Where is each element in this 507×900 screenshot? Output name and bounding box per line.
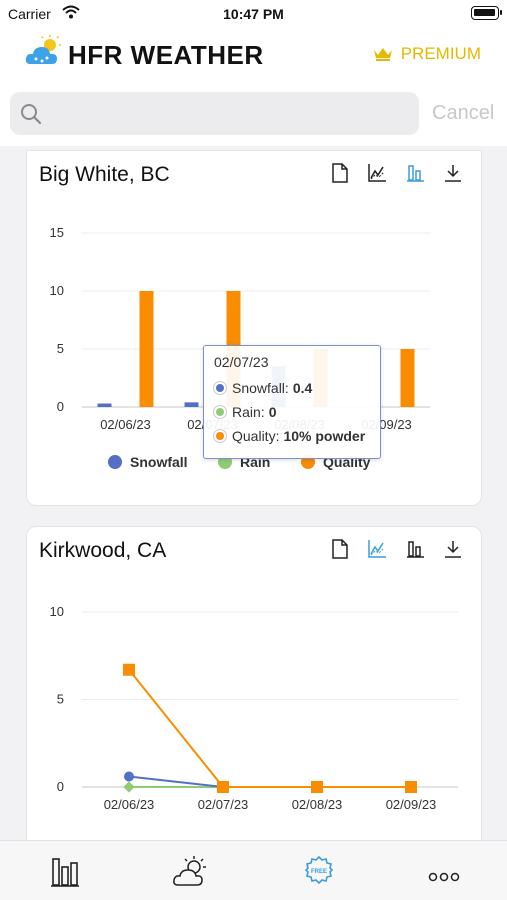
x-tick-label: 02/09/23 [386, 797, 437, 812]
line-chart-icon[interactable] [367, 163, 387, 183]
point-quality [123, 663, 135, 676]
tab-free[interactable]: FREE [304, 855, 334, 890]
x-tick-label: 02/06/23 [104, 797, 155, 812]
legend-marker-snowfall [108, 455, 122, 469]
tooltip-row-rain: Rain: 0 [214, 404, 370, 420]
svg-text:FREE: FREE [311, 869, 327, 875]
tab-weather[interactable] [172, 855, 210, 894]
y-tick-label: 15 [50, 225, 64, 240]
app-title: HFR WEATHER [68, 40, 264, 70]
y-tick-label: 5 [57, 341, 64, 356]
search-icon [21, 104, 42, 125]
tab-bar: FREE [0, 840, 507, 900]
tooltip-value: 10% powder [283, 428, 366, 444]
y-tick-label: 0 [57, 399, 64, 414]
line-chart-icon[interactable] [367, 539, 387, 559]
bar-chart-icon[interactable] [405, 539, 425, 559]
x-tick-label: 02/06/23 [100, 417, 151, 432]
document-icon[interactable] [331, 163, 349, 183]
bar-quality [139, 291, 154, 407]
x-tick-label: 02/07/23 [198, 797, 249, 812]
y-tick-label: 5 [57, 692, 64, 707]
quality-dot-icon [214, 430, 226, 442]
y-tick-label: 10 [50, 604, 64, 619]
chart-tooltip: 02/07/23 Snowfall: 0.4 Rain: 0 Quality: … [203, 345, 381, 459]
wifi-icon [62, 5, 80, 19]
status-time: 10:47 PM [223, 6, 284, 22]
legend-label: Snowfall [130, 454, 188, 470]
resort-title: Big White, BC [39, 163, 170, 186]
search-row: Cancel [0, 80, 507, 146]
tab-more[interactable] [428, 869, 460, 887]
bar-chart-icon[interactable] [405, 163, 425, 183]
chart-toolbar [331, 163, 463, 183]
status-bar: Carrier 10:47 PM [0, 0, 507, 30]
more-icon [428, 872, 460, 882]
bar-snowfall [184, 402, 199, 407]
search-box[interactable] [10, 92, 419, 135]
point-snowfall [124, 771, 134, 782]
y-tick-label: 10 [50, 283, 64, 298]
battery-icon [471, 6, 502, 20]
tab-charts[interactable] [50, 855, 80, 892]
tooltip-label: Snowfall: [232, 380, 289, 396]
carrier-label: Carrier [8, 6, 51, 22]
line-snowfall [128, 775, 411, 788]
bar-quality [400, 349, 415, 407]
free-badge-icon: FREE [304, 855, 334, 885]
bar-chart-icon [51, 858, 79, 887]
tooltip-value: 0 [268, 404, 277, 420]
download-icon[interactable] [443, 539, 463, 559]
app-logo-icon [25, 35, 61, 64]
chart-toolbar [331, 539, 463, 559]
tooltip-row-quality: Quality: 10% powder [214, 428, 370, 444]
tooltip-label: Quality: [232, 428, 280, 444]
point-quality [217, 781, 229, 793]
point-quality [405, 781, 417, 793]
search-input[interactable] [54, 92, 414, 135]
tooltip-row-snowfall: Snowfall: 0.4 [214, 380, 370, 396]
bar-snowfall [97, 403, 112, 407]
weather-icon [173, 856, 206, 886]
app-header: HFR WEATHER PREMIUM [0, 30, 507, 80]
line-quality [128, 669, 411, 788]
cancel-button[interactable]: Cancel [432, 102, 495, 124]
tooltip-label: Rain: [232, 404, 265, 420]
document-icon[interactable] [331, 539, 349, 559]
premium-label: PREMIUM [400, 44, 481, 63]
y-tick-label: 0 [57, 779, 64, 794]
tooltip-value: 0.4 [292, 380, 313, 396]
premium-button[interactable]: PREMIUM [373, 44, 481, 64]
point-quality [311, 781, 323, 793]
point-rain [123, 781, 135, 793]
download-icon[interactable] [443, 163, 463, 183]
resort-title: Kirkwood, CA [39, 539, 167, 562]
crown-icon [373, 48, 392, 61]
x-tick-label: 02/08/23 [292, 797, 343, 812]
resort-card-kirkwood: Kirkwood, CA [26, 526, 482, 856]
tooltip-date: 02/07/23 [214, 354, 269, 370]
snowfall-dot-icon [214, 382, 226, 394]
rain-dot-icon [214, 406, 226, 418]
